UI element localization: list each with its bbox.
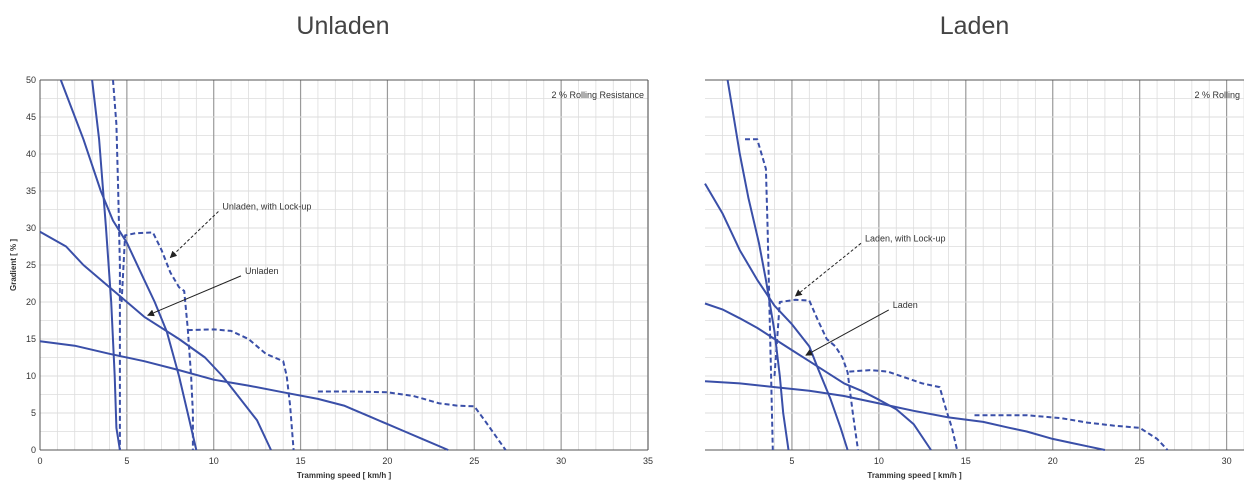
- y-axis-label: Gradient [ % ]: [9, 239, 18, 291]
- x-tick-label: 30: [556, 456, 566, 466]
- x-tick-label: 10: [874, 456, 884, 466]
- y-tick-label: 35: [26, 186, 36, 196]
- callout-label: Laden: [893, 300, 918, 310]
- callout-arrow: [805, 309, 890, 356]
- callout-label: Unladen, with Lock-up: [222, 202, 311, 212]
- x-tick-label: 0: [37, 456, 42, 466]
- y-tick-label: 45: [26, 112, 36, 122]
- lockup-curve: [187, 328, 295, 451]
- lockup-curve: [745, 138, 774, 451]
- tractive-curve: [704, 183, 849, 451]
- tractive-curve: [726, 79, 790, 451]
- y-tick-label: 10: [26, 371, 36, 381]
- y-tick-label: 5: [31, 408, 36, 418]
- unladen-plot: 0 5 10 15 20 25 30 35 0 5 10 15 20 25 30 35 40 45 50 Trammi…: [9, 75, 653, 480]
- x-axis-label: Tramming speed [ km/h ]: [867, 471, 962, 480]
- rolling-resistance-label: 2 % Rolling Resistance: [551, 90, 644, 100]
- y-tick-label: 20: [26, 297, 36, 307]
- x-tick-label: 20: [382, 456, 392, 466]
- x-tick-label: 20: [1048, 456, 1058, 466]
- x-tick-label: 10: [209, 456, 219, 466]
- y-tick-label: 0: [31, 445, 36, 455]
- callout-arrow: [147, 275, 242, 317]
- x-tick-label: 5: [789, 456, 794, 466]
- tractive-curve: [39, 230, 272, 451]
- y-tick-label: 30: [26, 223, 36, 233]
- x-tick-label: 15: [961, 456, 971, 466]
- tractive-curve: [59, 79, 198, 451]
- y-tick-label: 25: [26, 260, 36, 270]
- lockup-curve: [317, 390, 507, 451]
- chart-title-unladen: Unladen: [296, 12, 390, 40]
- x-tick-label: 25: [469, 456, 479, 466]
- lockup-curve: [773, 298, 859, 451]
- x-tick-label: 15: [296, 456, 306, 466]
- lockup-curve: [120, 231, 194, 450]
- x-tick-label: 25: [1135, 456, 1145, 466]
- laden-plot: 5 10 15 20 25 30 Tramming speed [ km/h ] 2 % Ro…: [704, 79, 1244, 480]
- lockup-curve: [112, 79, 121, 450]
- lockup-curve: [974, 414, 1169, 451]
- y-tick-label: 15: [26, 334, 36, 344]
- x-tick-label: 5: [124, 456, 129, 466]
- y-tick-label: 50: [26, 75, 36, 85]
- tractive-curve: [704, 302, 932, 451]
- callout-arrow: [169, 211, 219, 259]
- x-tick-label: 30: [1222, 456, 1232, 466]
- callout-label: Laden, with Lock-up: [865, 233, 946, 243]
- x-axis-label: Tramming speed [ km/h ]: [297, 471, 392, 480]
- callout-arrow: [794, 242, 862, 297]
- y-tick-label: 40: [26, 149, 36, 159]
- tractive-curve: [39, 340, 449, 451]
- tractive-curve: [91, 79, 121, 451]
- callout-label: Unladen: [245, 266, 279, 276]
- x-tick-label: 35: [643, 456, 653, 466]
- chart-title-laden: Laden: [939, 12, 1010, 40]
- lockup-curve: [849, 369, 959, 451]
- rolling-resistance-label: 2 % Rolling: [1194, 90, 1240, 100]
